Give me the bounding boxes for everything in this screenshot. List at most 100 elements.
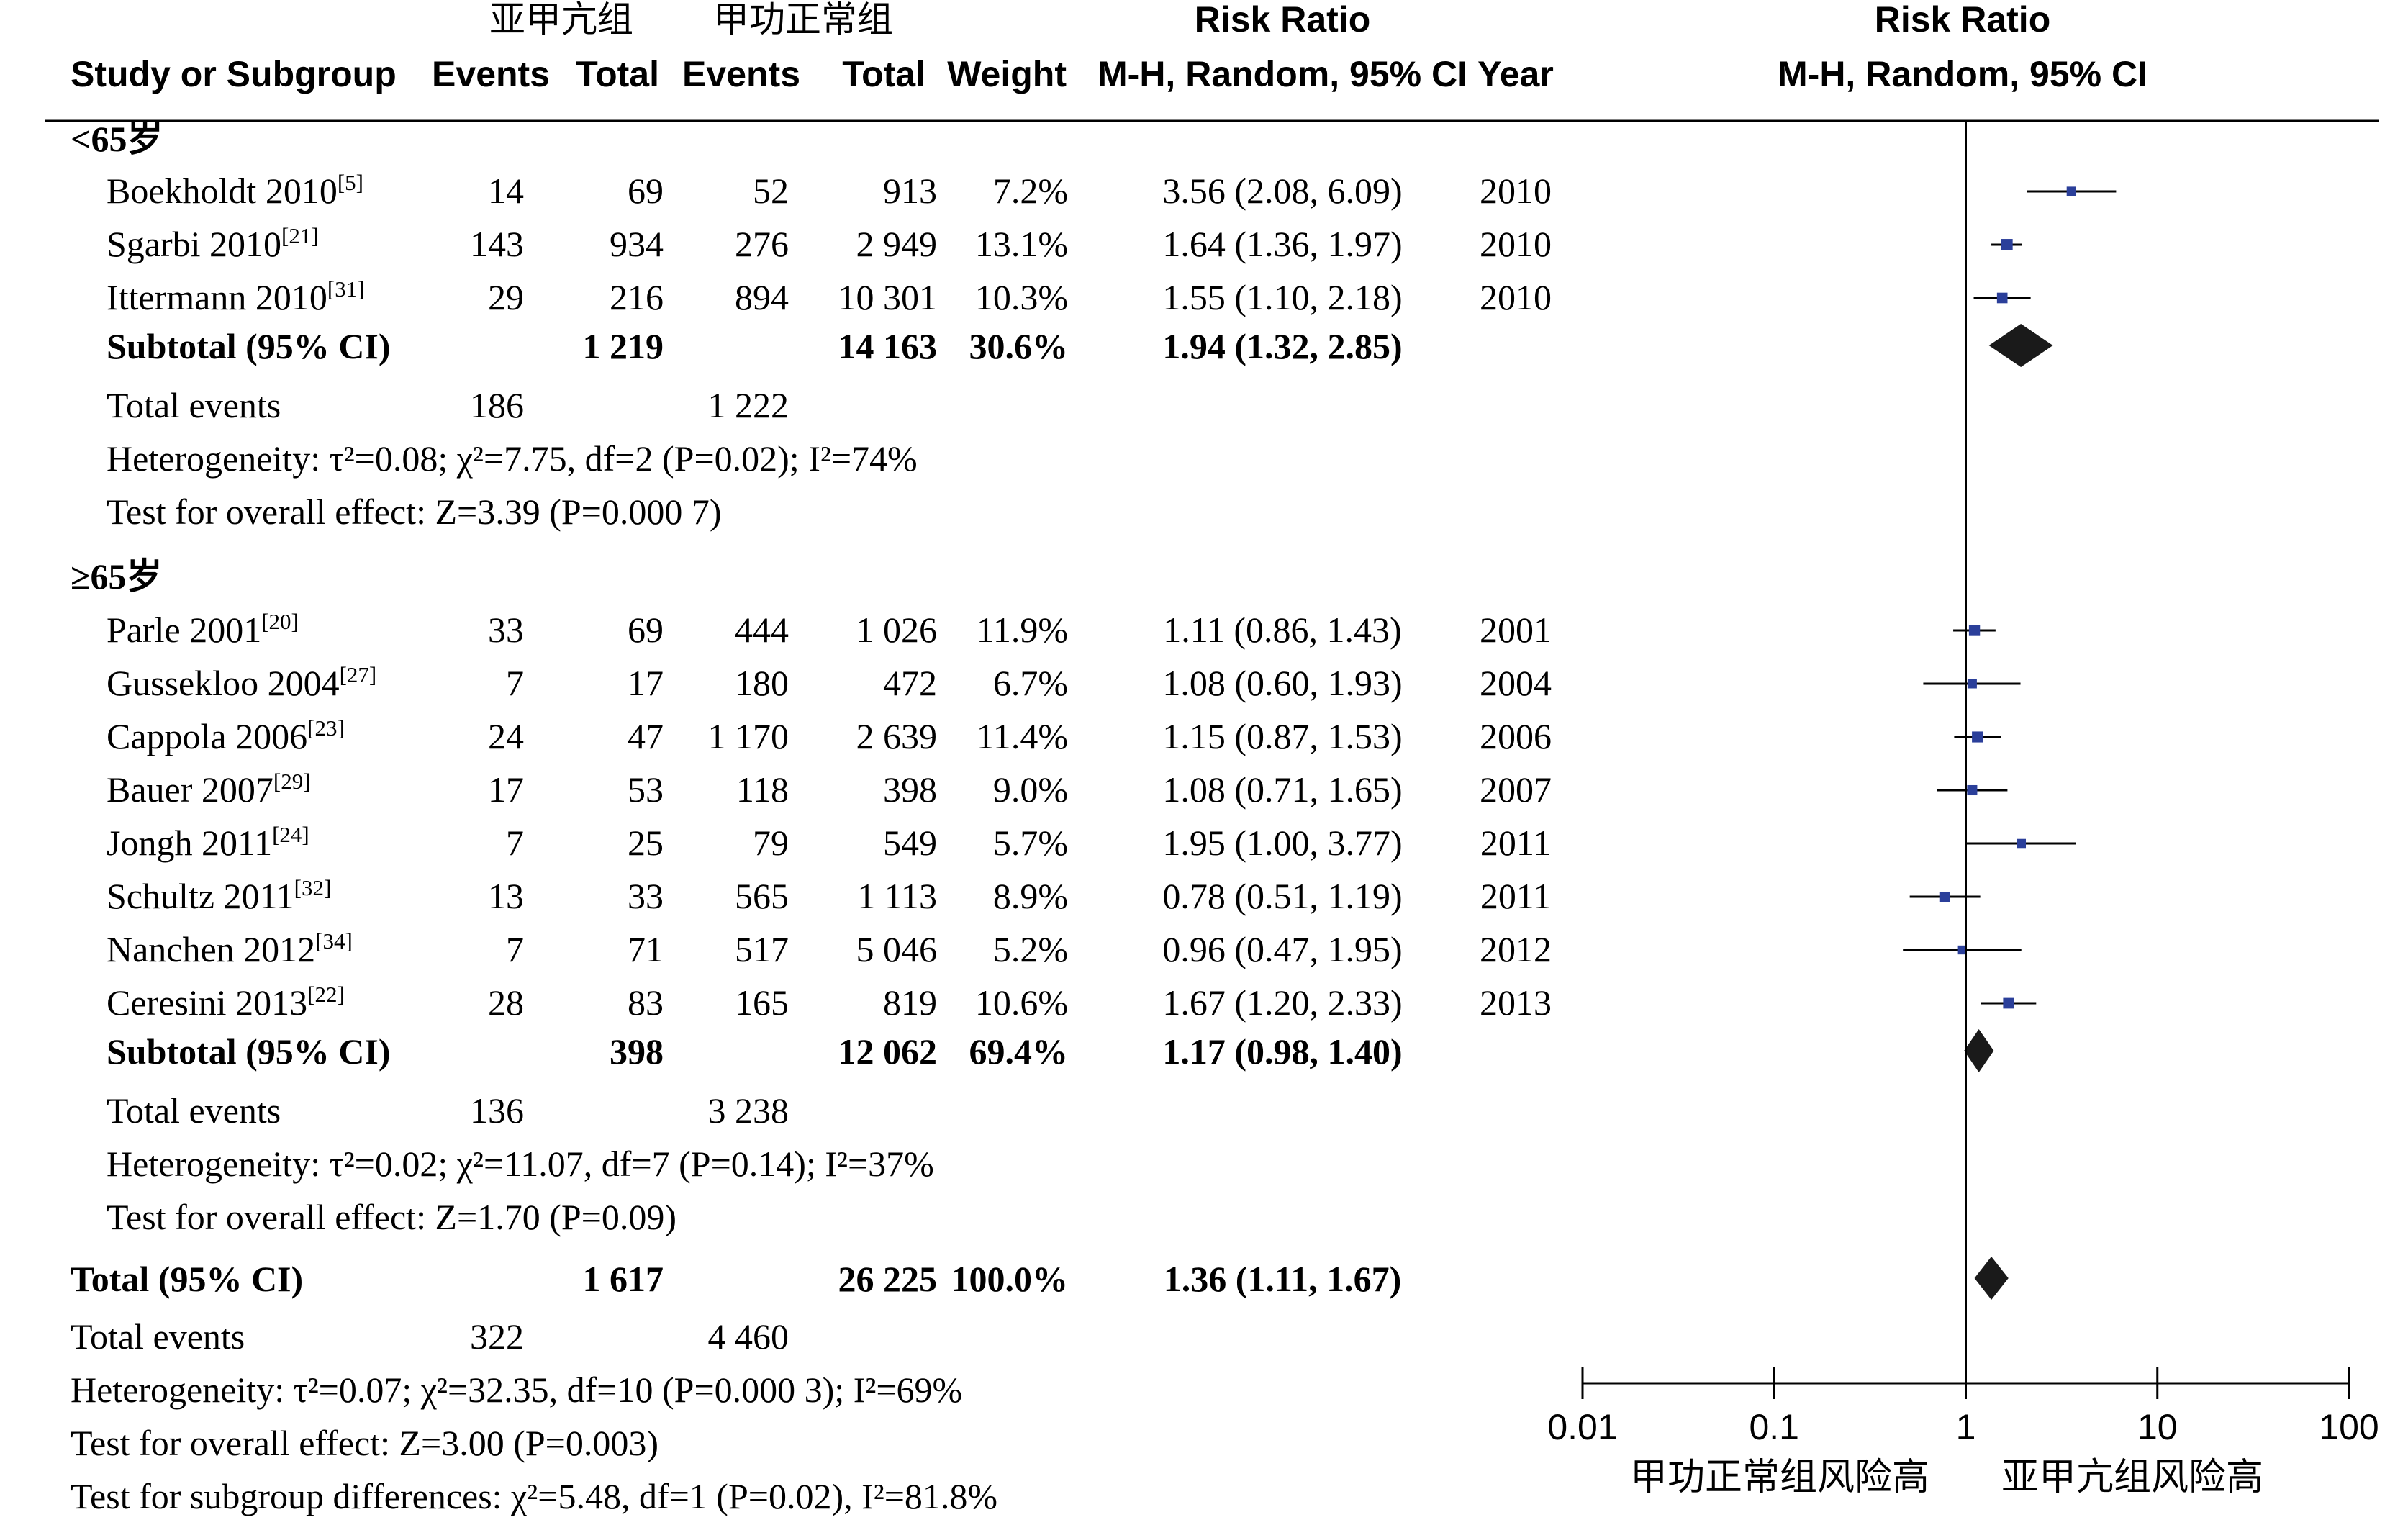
exp-total: 69 bbox=[628, 171, 664, 211]
total-events-label: Total events bbox=[107, 1090, 281, 1131]
header-weight: Weight bbox=[947, 54, 1067, 94]
study-marker bbox=[1965, 838, 2076, 849]
subtotal-ci: 1.17 (0.98, 1.40) bbox=[1162, 1031, 1402, 1072]
point-estimate bbox=[2017, 838, 2027, 849]
year: 2006 bbox=[1480, 716, 1552, 756]
study-name-text: Parle 2001 bbox=[107, 610, 261, 650]
subtotal-label: Subtotal (95% CI) bbox=[107, 326, 390, 366]
weight: 10.6% bbox=[975, 982, 1068, 1023]
total-label: Total (95% CI) bbox=[71, 1259, 303, 1299]
total-weight: 100.0% bbox=[951, 1259, 1069, 1299]
ctl-events: 118 bbox=[736, 769, 789, 810]
exp-total: 25 bbox=[628, 823, 664, 863]
exp-events: 17 bbox=[488, 769, 524, 810]
study-name-text: Bauer 2007 bbox=[107, 769, 273, 810]
header-exp-group: 亚甲亢组 bbox=[489, 0, 633, 40]
total-events-label: Total events bbox=[107, 385, 281, 425]
risk-ratio-ci: 0.78 (0.51, 1.19) bbox=[1162, 876, 1402, 916]
exp-events: 7 bbox=[506, 823, 524, 863]
ctl-events: 165 bbox=[735, 982, 789, 1023]
study-name-text: Boekholdt 2010 bbox=[107, 171, 338, 211]
heterogeneity: Heterogeneity: τ²=0.08; χ²=7.75, df=2 (P… bbox=[107, 438, 918, 479]
point-estimate bbox=[2066, 186, 2076, 196]
header-ctl-group: 甲功正常组 bbox=[713, 0, 893, 40]
x-tick-label: 0.01 bbox=[1547, 1407, 1617, 1447]
subtotal-exp-total: 1 219 bbox=[583, 326, 664, 366]
risk-ratio-ci: 1.67 (1.20, 2.33) bbox=[1162, 982, 1402, 1023]
ctl-events: 180 bbox=[735, 663, 789, 703]
exp-total: 71 bbox=[628, 929, 664, 969]
study-marker bbox=[1981, 997, 2037, 1009]
risk-ratio-ci: 1.08 (0.71, 1.65) bbox=[1162, 769, 1402, 810]
weight: 6.7% bbox=[993, 663, 1068, 703]
weight: 10.3% bbox=[975, 277, 1068, 317]
subtotal-exp-total: 398 bbox=[610, 1031, 664, 1072]
study-row-name: Nanchen 2012[34] bbox=[107, 928, 353, 969]
header-ctl-total: Total bbox=[842, 54, 925, 94]
exp-events: 13 bbox=[488, 876, 524, 916]
study-reference: [21] bbox=[281, 223, 319, 248]
risk-ratio-ci: 3.56 (2.08, 6.09) bbox=[1162, 171, 1402, 211]
risk-ratio-ci: 1.95 (1.00, 3.77) bbox=[1162, 823, 1402, 863]
year: 2007 bbox=[1480, 769, 1552, 810]
year: 2010 bbox=[1480, 224, 1552, 264]
year: 2001 bbox=[1480, 610, 1552, 650]
ctl-total: 1 113 bbox=[857, 876, 937, 916]
x-tick-label: 10 bbox=[2137, 1407, 2178, 1447]
study-row-name: Boekholdt 2010[5] bbox=[107, 170, 363, 211]
study-marker bbox=[1909, 891, 1981, 902]
heterogeneity-overall: Heterogeneity: τ²=0.07; χ²=32.35, df=10 … bbox=[71, 1370, 962, 1410]
favours-right-label: 亚甲亢组风险高 bbox=[2001, 1456, 2263, 1499]
subtotal-weight: 30.6% bbox=[969, 326, 1069, 366]
risk-ratio-ci: 0.96 (0.47, 1.95) bbox=[1162, 929, 1402, 969]
exp-total: 33 bbox=[628, 876, 664, 916]
exp-total: 53 bbox=[628, 769, 664, 810]
year: 2011 bbox=[1480, 823, 1551, 863]
ctl-total: 819 bbox=[883, 982, 937, 1023]
overall-effect: Test for overall effect: Z=1.70 (P=0.09) bbox=[107, 1197, 676, 1237]
study-row-name: Bauer 2007[29] bbox=[107, 769, 311, 810]
study-name-text: Schultz 2011 bbox=[107, 876, 294, 916]
header-exp-total: Total bbox=[576, 54, 659, 94]
subtotal-weight: 69.4% bbox=[969, 1031, 1069, 1072]
ctl-events: 1 170 bbox=[708, 716, 789, 756]
point-estimate bbox=[1972, 731, 1983, 743]
subgroup-heading: <65岁 bbox=[71, 119, 163, 159]
year: 2013 bbox=[1480, 982, 1552, 1023]
study-name-text: Cappola 2006 bbox=[107, 716, 307, 756]
weight: 11.9% bbox=[977, 610, 1068, 650]
year: 2011 bbox=[1480, 876, 1551, 916]
year: 2012 bbox=[1480, 929, 1552, 969]
ctl-total: 913 bbox=[883, 171, 937, 211]
year: 2010 bbox=[1480, 277, 1552, 317]
risk-ratio-ci: 1.08 (0.60, 1.93) bbox=[1162, 663, 1402, 703]
exp-events: 7 bbox=[506, 929, 524, 969]
study-reference: [5] bbox=[338, 170, 363, 195]
ctl-events: 79 bbox=[753, 823, 789, 863]
weight: 5.2% bbox=[993, 929, 1068, 969]
subtotal-diamond bbox=[1964, 1029, 1994, 1072]
point-estimate bbox=[1996, 292, 2008, 304]
study-reference: [24] bbox=[272, 822, 309, 847]
point-estimate bbox=[1939, 891, 1950, 902]
ctl-events: 52 bbox=[753, 171, 789, 211]
study-row-name: Gussekloo 2004[27] bbox=[107, 662, 376, 703]
overall-effect: Test for overall effect: Z=3.39 (P=0.000… bbox=[107, 492, 722, 532]
study-name-text: Sgarbi 2010 bbox=[107, 224, 281, 264]
x-tick-label: 1 bbox=[1956, 1407, 1976, 1447]
ctl-events: 444 bbox=[735, 610, 789, 650]
study-marker bbox=[1973, 292, 2031, 304]
exp-total: 17 bbox=[628, 663, 664, 703]
exp-events: 28 bbox=[488, 982, 524, 1023]
study-reference: [22] bbox=[307, 982, 345, 1007]
study-marker bbox=[1953, 625, 1996, 636]
ctl-total: 2 949 bbox=[856, 224, 938, 264]
header-exp-events: Events bbox=[432, 54, 550, 94]
study-reference: [23] bbox=[307, 715, 345, 741]
subgroup-heading: ≥65岁 bbox=[71, 556, 162, 597]
overall-effect-total: Test for overall effect: Z=3.00 (P=0.003… bbox=[71, 1423, 658, 1463]
subtotal-ci: 1.94 (1.32, 2.85) bbox=[1162, 326, 1402, 366]
study-name-text: Nanchen 2012 bbox=[107, 929, 315, 969]
exp-total: 69 bbox=[628, 610, 664, 650]
